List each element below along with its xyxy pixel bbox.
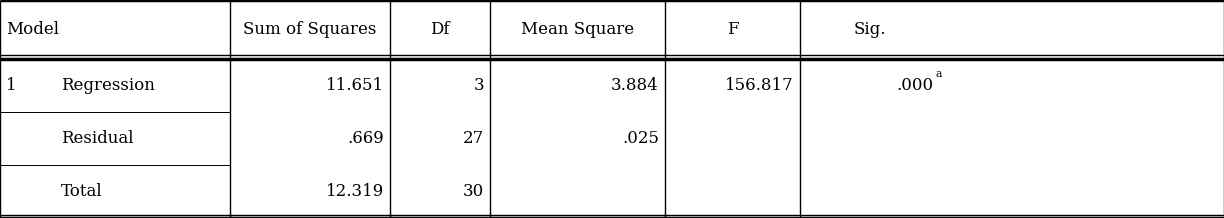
- Text: Mean Square: Mean Square: [521, 21, 634, 38]
- Text: Sum of Squares: Sum of Squares: [244, 21, 377, 38]
- Text: Residual: Residual: [61, 130, 133, 147]
- Text: F: F: [727, 21, 738, 38]
- Text: 3.884: 3.884: [611, 77, 659, 94]
- Text: 12.319: 12.319: [326, 183, 384, 200]
- Text: a: a: [936, 69, 942, 79]
- Text: 11.651: 11.651: [326, 77, 384, 94]
- Text: Df: Df: [431, 21, 449, 38]
- Text: 27: 27: [463, 130, 483, 147]
- Text: .025: .025: [622, 130, 659, 147]
- Text: 1: 1: [6, 77, 17, 94]
- Text: .000: .000: [897, 77, 934, 94]
- Text: 3: 3: [474, 77, 483, 94]
- Text: Total: Total: [61, 183, 103, 200]
- Text: .669: .669: [348, 130, 384, 147]
- Text: 30: 30: [463, 183, 483, 200]
- Text: Model: Model: [6, 21, 59, 38]
- Text: Sig.: Sig.: [854, 21, 886, 38]
- Text: Regression: Regression: [61, 77, 155, 94]
- Text: 156.817: 156.817: [726, 77, 794, 94]
